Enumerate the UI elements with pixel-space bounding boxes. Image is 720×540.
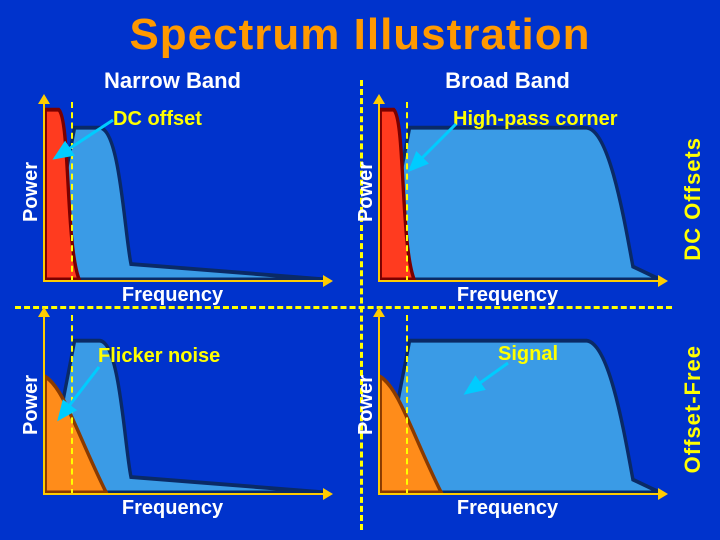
chart-narrow-free: Flicker noise <box>43 315 325 495</box>
axis-y-arrow <box>373 94 385 104</box>
row-labels-rail: DC Offsets Offset-Free <box>680 95 716 515</box>
panel-broad-free: Power Signal Frequency <box>355 315 660 520</box>
annot-hp-corner: High-pass corner <box>453 108 617 131</box>
xlabel: Frequency <box>20 497 325 520</box>
chart-grid: Narrow Band Broad Band Power DC offset <box>20 70 660 520</box>
chart-narrow-dc: DC offset <box>43 102 325 282</box>
xlabel: Frequency <box>355 497 660 520</box>
pointer-flicker <box>49 363 109 433</box>
axis-y <box>378 102 380 282</box>
panel-narrow-dc: Power DC offset Frequency <box>20 102 325 307</box>
axis-y-arrow <box>373 307 385 317</box>
col-header-narrow: Narrow Band <box>20 68 325 94</box>
chart-broad-free: Signal <box>378 315 660 495</box>
row-label-offset-free: Offset-Free <box>680 345 716 473</box>
spectrum-svg <box>378 315 660 495</box>
chart-broad-dc: High-pass corner <box>378 102 660 282</box>
panel-broad-dc: Power High-pass corner Frequency <box>355 102 660 307</box>
col-header-broad: Broad Band <box>355 68 660 94</box>
ylabel: Power <box>20 102 43 282</box>
axis-x-arrow <box>658 488 668 500</box>
ylabel: Power <box>355 315 378 495</box>
panel-narrow-free: Power Flicker noise Frequency <box>20 315 325 520</box>
axis-x <box>43 280 325 282</box>
pointer-dc-offset <box>47 116 117 176</box>
axis-x <box>378 280 660 282</box>
row-label-dc-offsets: DC Offsets <box>680 137 716 261</box>
hp-corner-line <box>406 315 408 495</box>
pointer-hp-corner <box>400 120 460 180</box>
axis-x <box>378 493 660 495</box>
axis-y <box>43 102 45 282</box>
ylabel: Power <box>355 102 378 282</box>
annot-dc-offset: DC offset <box>113 108 202 131</box>
axis-x-arrow <box>323 275 333 287</box>
axis-y-arrow <box>38 307 50 317</box>
xlabel: Frequency <box>355 284 660 307</box>
xlabel: Frequency <box>20 284 325 307</box>
axis-y-arrow <box>38 94 50 104</box>
ylabel: Power <box>20 315 43 495</box>
annot-flicker: Flicker noise <box>98 345 220 368</box>
page-title: Spectrum Illustration <box>0 0 720 60</box>
axis-y <box>43 315 45 495</box>
pointer-signal <box>458 359 518 409</box>
axis-y <box>378 315 380 495</box>
axis-x-arrow <box>658 275 668 287</box>
axis-x <box>43 493 325 495</box>
axis-x-arrow <box>323 488 333 500</box>
